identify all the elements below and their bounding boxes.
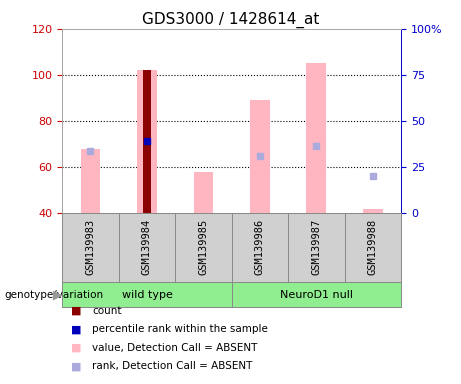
Text: ■: ■ (71, 306, 82, 316)
Bar (81, 149, 100, 213)
Bar (250, 100, 270, 213)
Bar (231, 213, 288, 282)
Text: count: count (92, 306, 122, 316)
Bar (175, 213, 231, 282)
Text: genotype/variation: genotype/variation (5, 290, 104, 300)
Bar (137, 70, 157, 213)
Bar (62, 282, 231, 307)
Text: ▶: ▶ (53, 288, 63, 301)
Text: ■: ■ (71, 324, 82, 334)
Bar (143, 70, 151, 213)
Text: GSM139986: GSM139986 (255, 218, 265, 275)
Text: ■: ■ (71, 361, 82, 371)
Bar (344, 213, 401, 282)
Text: value, Detection Call = ABSENT: value, Detection Call = ABSENT (92, 343, 258, 353)
Bar (62, 213, 118, 282)
Text: GSM139983: GSM139983 (85, 218, 95, 275)
Text: ■: ■ (71, 343, 82, 353)
Bar (118, 213, 175, 282)
Text: GSM139984: GSM139984 (142, 218, 152, 275)
Text: percentile rank within the sample: percentile rank within the sample (92, 324, 268, 334)
Text: NeuroD1 null: NeuroD1 null (280, 290, 353, 300)
Bar (231, 282, 401, 307)
Text: GSM139988: GSM139988 (368, 218, 378, 275)
Text: GSM139985: GSM139985 (198, 218, 208, 275)
Bar (288, 213, 344, 282)
Text: wild type: wild type (122, 290, 172, 300)
Bar (363, 209, 383, 213)
Text: GDS3000 / 1428614_at: GDS3000 / 1428614_at (142, 12, 319, 28)
Bar (194, 172, 213, 213)
Bar (307, 63, 326, 213)
Text: GSM139987: GSM139987 (311, 218, 321, 275)
Text: rank, Detection Call = ABSENT: rank, Detection Call = ABSENT (92, 361, 253, 371)
